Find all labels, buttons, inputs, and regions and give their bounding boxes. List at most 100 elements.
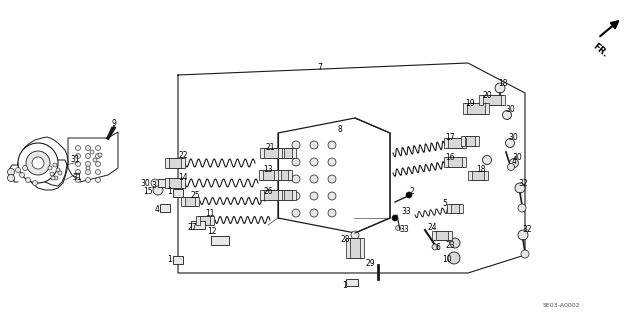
Circle shape bbox=[76, 153, 81, 159]
Text: 30: 30 bbox=[505, 106, 515, 115]
Bar bbox=[463, 136, 477, 146]
Circle shape bbox=[8, 168, 15, 175]
Circle shape bbox=[26, 177, 31, 182]
Circle shape bbox=[95, 153, 100, 159]
Circle shape bbox=[90, 150, 94, 154]
Text: 11: 11 bbox=[205, 210, 215, 219]
Circle shape bbox=[518, 230, 528, 240]
Circle shape bbox=[328, 175, 336, 183]
Bar bbox=[348, 238, 362, 258]
Text: 25: 25 bbox=[190, 191, 200, 201]
Bar bbox=[181, 158, 185, 168]
Text: 29: 29 bbox=[365, 258, 375, 268]
Circle shape bbox=[328, 209, 336, 217]
Text: 31: 31 bbox=[70, 155, 80, 165]
Bar bbox=[448, 231, 452, 240]
Circle shape bbox=[51, 176, 55, 180]
Text: 20: 20 bbox=[482, 91, 492, 100]
Bar bbox=[501, 95, 505, 105]
Circle shape bbox=[32, 157, 44, 169]
Circle shape bbox=[15, 167, 20, 173]
Circle shape bbox=[95, 177, 100, 182]
Bar bbox=[459, 204, 463, 212]
Bar bbox=[183, 197, 197, 205]
Text: 32: 32 bbox=[518, 179, 528, 188]
Circle shape bbox=[406, 192, 412, 198]
Circle shape bbox=[432, 244, 438, 250]
Circle shape bbox=[310, 175, 318, 183]
Circle shape bbox=[518, 204, 526, 212]
Circle shape bbox=[86, 145, 90, 151]
Text: 1: 1 bbox=[168, 256, 172, 264]
Text: 24: 24 bbox=[427, 224, 437, 233]
Text: 8: 8 bbox=[338, 124, 342, 133]
Circle shape bbox=[396, 226, 401, 231]
Circle shape bbox=[292, 192, 300, 200]
Bar bbox=[260, 148, 264, 158]
Circle shape bbox=[151, 179, 159, 187]
Bar bbox=[181, 178, 185, 188]
Circle shape bbox=[521, 250, 529, 258]
Bar bbox=[444, 138, 448, 148]
Circle shape bbox=[351, 231, 359, 239]
Circle shape bbox=[18, 143, 58, 183]
Text: FR.: FR. bbox=[591, 42, 609, 60]
Text: 21: 21 bbox=[265, 144, 275, 152]
Bar bbox=[444, 157, 448, 167]
Circle shape bbox=[86, 161, 90, 167]
Polygon shape bbox=[68, 132, 118, 182]
Circle shape bbox=[22, 166, 28, 170]
Text: 30: 30 bbox=[140, 180, 150, 189]
Bar bbox=[280, 148, 284, 158]
Bar bbox=[446, 138, 464, 148]
Circle shape bbox=[19, 173, 24, 177]
Bar bbox=[211, 235, 229, 244]
Bar bbox=[158, 179, 168, 187]
Circle shape bbox=[56, 168, 60, 172]
Circle shape bbox=[53, 163, 57, 167]
Text: 33: 33 bbox=[399, 226, 409, 234]
Bar bbox=[461, 136, 465, 146]
Circle shape bbox=[292, 158, 300, 166]
Bar bbox=[198, 216, 212, 225]
Circle shape bbox=[328, 158, 336, 166]
Text: 7: 7 bbox=[317, 63, 323, 72]
Text: 26: 26 bbox=[263, 188, 273, 197]
Bar bbox=[470, 170, 486, 180]
Circle shape bbox=[509, 159, 518, 167]
Text: 9: 9 bbox=[111, 120, 116, 129]
Text: 33: 33 bbox=[401, 207, 411, 217]
Bar bbox=[280, 190, 294, 200]
Circle shape bbox=[86, 153, 90, 159]
Circle shape bbox=[8, 174, 15, 182]
Circle shape bbox=[483, 155, 492, 165]
Bar bbox=[346, 278, 358, 286]
Circle shape bbox=[76, 161, 81, 167]
Circle shape bbox=[392, 215, 398, 221]
Text: 18: 18 bbox=[499, 78, 508, 87]
Text: 30: 30 bbox=[508, 133, 518, 143]
Bar bbox=[446, 157, 464, 167]
Circle shape bbox=[76, 177, 81, 182]
Bar bbox=[432, 231, 436, 240]
Text: 1: 1 bbox=[168, 188, 172, 197]
Bar bbox=[475, 136, 479, 146]
Bar bbox=[195, 197, 199, 205]
Bar bbox=[278, 190, 282, 200]
Text: 17: 17 bbox=[445, 133, 455, 143]
Bar bbox=[278, 148, 282, 158]
Text: 15: 15 bbox=[143, 188, 153, 197]
Bar bbox=[261, 170, 279, 180]
Bar bbox=[191, 221, 205, 229]
Circle shape bbox=[328, 192, 336, 200]
Bar bbox=[160, 204, 170, 212]
Circle shape bbox=[310, 192, 318, 200]
Bar bbox=[276, 170, 290, 180]
Text: 18: 18 bbox=[476, 166, 486, 174]
Bar bbox=[463, 102, 467, 114]
Text: 3: 3 bbox=[152, 181, 156, 189]
Circle shape bbox=[93, 158, 97, 162]
Circle shape bbox=[292, 175, 300, 183]
Bar bbox=[292, 148, 296, 158]
Bar bbox=[465, 102, 487, 114]
